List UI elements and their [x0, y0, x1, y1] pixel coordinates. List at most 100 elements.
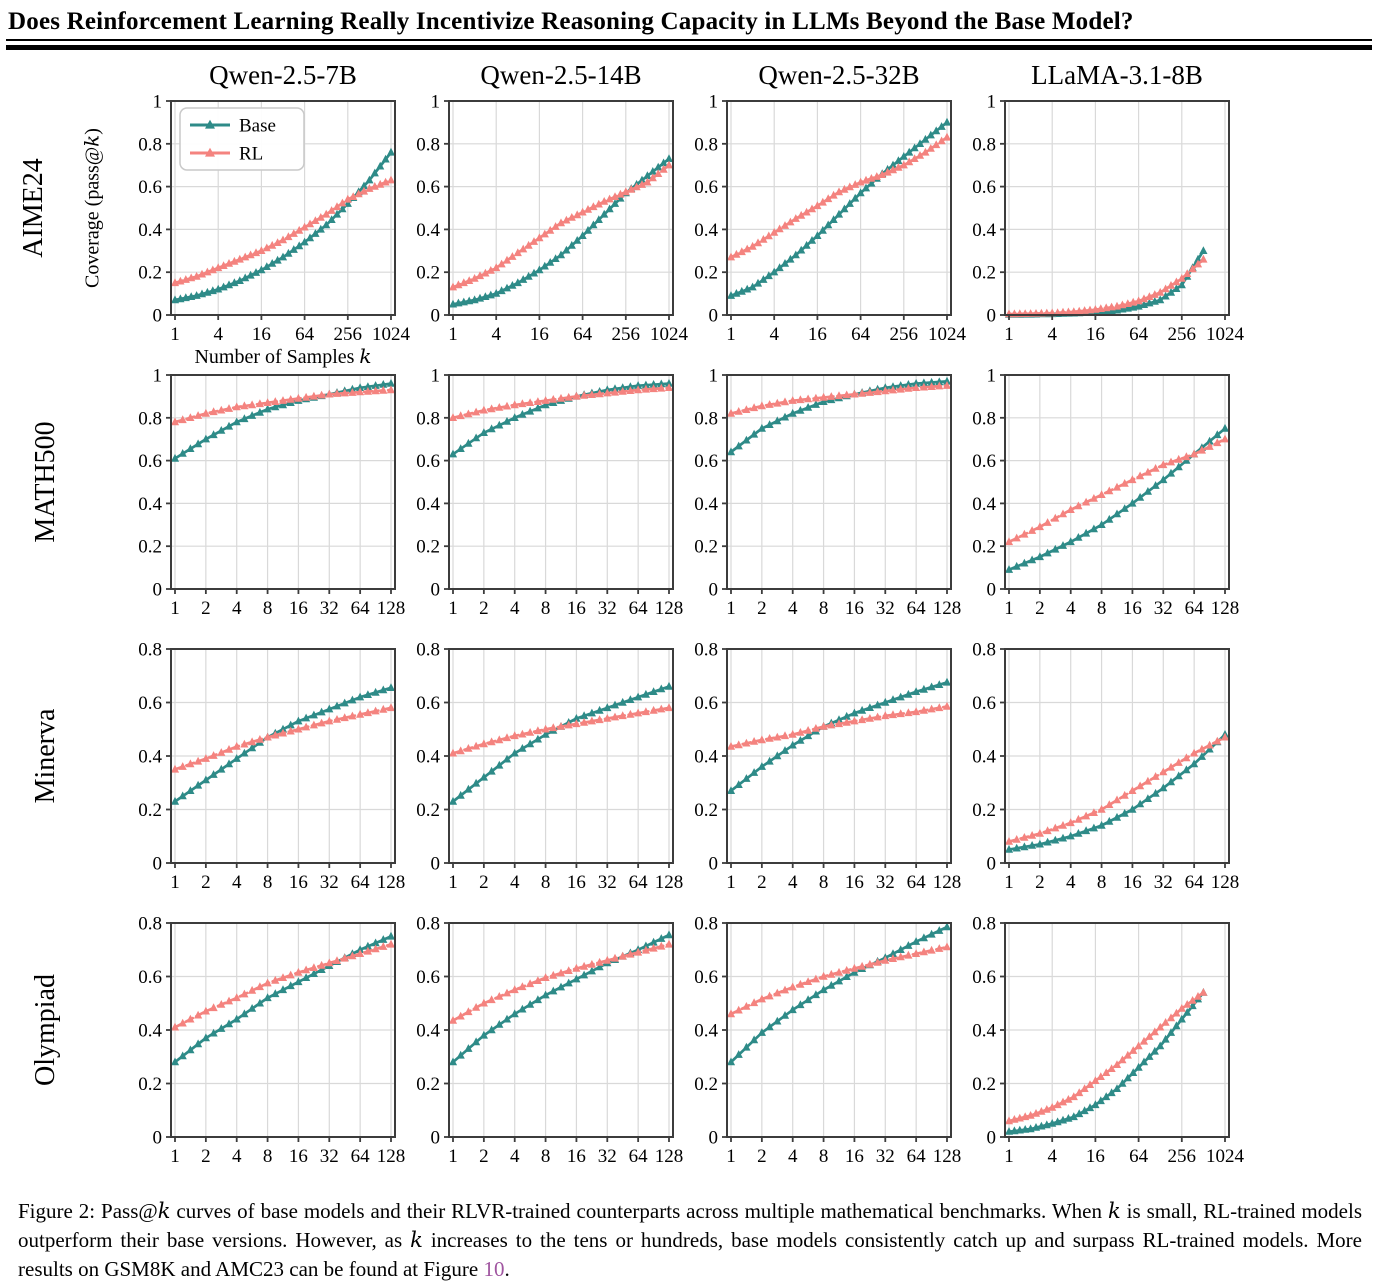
x-tick-label: 32 [598, 598, 617, 619]
row-label-minerva: Minerva [30, 708, 61, 804]
x-tick-label: 1 [448, 1146, 458, 1167]
x-tick-label: 128 [933, 872, 962, 893]
series-markers-rl [1004, 434, 1230, 546]
x-tick-label: 1 [1004, 1146, 1014, 1167]
x-tick-label: 32 [876, 1146, 895, 1167]
x-tick-label: 256 [612, 324, 641, 345]
series-markers-rl [1004, 732, 1230, 845]
y-tick-label: 0.2 [972, 1074, 996, 1095]
y-tick-label: 0.8 [972, 408, 996, 429]
x-tick-label: 4 [510, 1146, 520, 1167]
y-tick-label: 0.4 [972, 1021, 996, 1042]
chart-aime24-qwen-2.5-14b: 1 4 16 64 256 1024 0 0.2 0.4 0.6 0.8 1 [416, 92, 688, 346]
y-tick-label: 0.4 [694, 494, 718, 515]
y-tick-label: 0 [431, 306, 441, 327]
x-tick-label: 128 [655, 872, 684, 893]
x-tick-label: 1 [170, 324, 180, 345]
x-tick-label: 2 [201, 872, 211, 893]
y-tick-label: 0.2 [694, 800, 718, 821]
x-tick-label: 1 [726, 598, 736, 619]
y-tick-label: 0.6 [138, 177, 162, 198]
y-tick-label: 0.4 [416, 1021, 440, 1042]
x-tick-label: 1 [726, 1146, 736, 1167]
x-tick-label: 16 [289, 872, 308, 893]
y-tick-label: 0.8 [138, 640, 162, 661]
x-tick-label: 1 [448, 598, 458, 619]
x-tick-label: 1 [170, 872, 180, 893]
x-tick-label: 1 [1004, 324, 1014, 345]
y-tick-label: 0.4 [416, 747, 440, 768]
series-markers-base [448, 154, 674, 308]
y-tick-label: 0 [709, 306, 719, 327]
y-tick-label: 0.2 [416, 1074, 440, 1095]
y-tick-label: 0.6 [972, 451, 996, 472]
x-tick-label: 32 [1154, 598, 1173, 619]
x-tick-label: 8 [819, 872, 829, 893]
x-tick-label: 16 [1086, 324, 1105, 345]
x-tick-label: 64 [1185, 872, 1205, 893]
page-title: Does Reinforcement Learning Really Incen… [8, 8, 1134, 35]
chart-aime24-qwen-2.5-32b: 1 4 16 64 256 1024 0 0.2 0.4 0.6 0.8 1 [694, 92, 966, 346]
x-tick-label: 4 [788, 1146, 798, 1167]
chart-aime24-llama-3.1-8b: 1 4 16 64 256 1024 0 0.2 0.4 0.6 0.8 1 [972, 92, 1244, 346]
series-markers-rl [170, 703, 396, 773]
x-tick-label: 4 [1047, 1146, 1057, 1167]
x-tick-label: 1024 [1206, 324, 1245, 345]
y-tick-label: 0.8 [138, 134, 162, 155]
series-markers-rl [726, 942, 952, 1018]
figure-caption: Figure 2: Pass@k curves of base models a… [18, 1197, 1362, 1284]
y-tick-label: 0.6 [138, 693, 162, 714]
y-tick-label: 0.6 [972, 693, 996, 714]
x-tick-label: 2 [479, 872, 489, 893]
chart-olympiad-llama-3.1-8b: 1 4 16 64 256 1024 0 0.2 0.4 0.6 0.8 [972, 914, 1244, 1168]
plot: 1 2 4 8 16 32 64 128 0 0.2 0.4 0.6 0.8 [972, 640, 1239, 894]
y-tick-label: 1 [431, 92, 441, 113]
y-tick-label: 0.2 [972, 263, 996, 284]
y-tick-label: 0.4 [972, 220, 996, 241]
y-tick-label: 1 [431, 366, 441, 387]
y-tick-label: 0.4 [138, 747, 162, 768]
x-tick-label: 64 [851, 324, 871, 345]
y-tick-label: 0.8 [694, 134, 718, 155]
x-tick-label: 2 [479, 1146, 489, 1167]
y-tick-label: 0.2 [416, 263, 440, 284]
y-tick-label: 0.2 [138, 800, 162, 821]
legend-marker-rl [205, 147, 215, 157]
series-markers-rl [448, 383, 674, 421]
x-tick-label: 256 [890, 324, 919, 345]
row-gutter: MATH500 [0, 367, 125, 619]
series-markers-base [170, 379, 396, 462]
x-tick-label: 1 [170, 1146, 180, 1167]
series-markers-base [170, 931, 396, 1066]
chart-row-aime24: AIME24 Coverage (pass@k) 1 4 16 64 256 1024 0 0.2… [0, 92, 1378, 369]
x-tick-label: 4 [213, 324, 223, 345]
y-tick-label: 0 [431, 580, 441, 601]
chart-minerva-llama-3.1-8b: 1 2 4 8 16 32 64 128 0 0.2 0.4 0.6 0.8 [972, 640, 1239, 894]
legend-marker-base [205, 119, 215, 129]
chart-minerva-qwen-2.5-32b: 1 2 4 8 16 32 64 128 0 0.2 0.4 0.6 0.8 [694, 640, 962, 894]
x-tick-label: 2 [757, 1146, 767, 1167]
x-tick-label: 32 [876, 598, 895, 619]
series-markers-base [726, 117, 952, 299]
x-tick-label: 16 [289, 598, 308, 619]
series-line-rl [1007, 991, 1205, 1123]
x-tick-label: 256 [334, 324, 363, 345]
series-markers-base [448, 930, 674, 1066]
x-tick-label: 8 [819, 598, 829, 619]
x-tick-label: 128 [1211, 872, 1240, 893]
x-tick-label: 16 [567, 598, 586, 619]
series-markers-rl [448, 703, 674, 757]
x-tick-label: 64 [629, 872, 649, 893]
y-tick-label: 0.6 [694, 451, 718, 472]
y-tick-label: 0.6 [972, 967, 996, 988]
x-tick-label: 8 [263, 1146, 273, 1167]
x-tick-label: 64 [351, 598, 371, 619]
y-tick-label: 0.6 [694, 693, 718, 714]
series-line-base [173, 151, 393, 302]
x-tick-label: 4 [1066, 872, 1076, 893]
figure-10-link[interactable]: 10 [483, 1256, 505, 1281]
y-tick-label: 0 [431, 854, 441, 875]
